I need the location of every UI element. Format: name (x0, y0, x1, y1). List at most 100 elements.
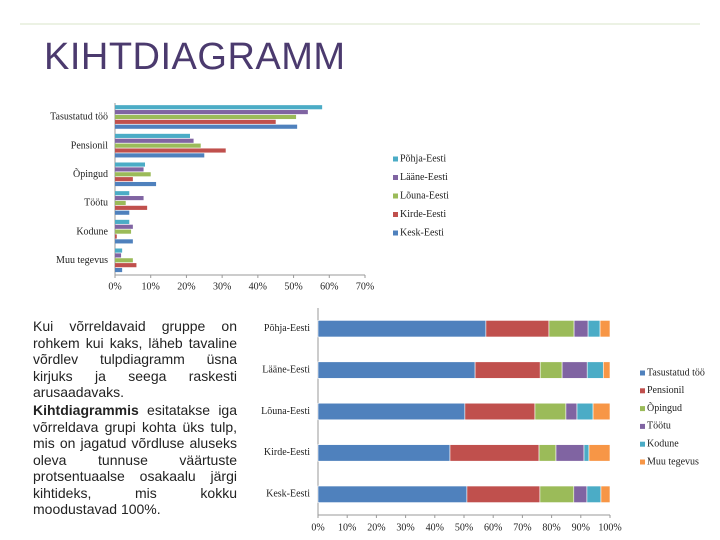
paragraph-bold: Kihtdiagrammis (33, 402, 139, 418)
y-tick-label: Lõuna-Eesti (261, 406, 310, 417)
bar (115, 110, 308, 115)
bar-segment (317, 361, 476, 379)
bar (115, 133, 190, 138)
x-tick-label: 60% (320, 281, 338, 292)
legend-swatch (393, 193, 398, 199)
bar-segment (474, 361, 541, 379)
legend-swatch (640, 370, 645, 376)
x-tick-label: 20% (177, 281, 195, 292)
legend-swatch (393, 212, 398, 217)
bar (115, 239, 133, 244)
x-tick-label: 50% (284, 281, 302, 292)
bar-segment (317, 444, 451, 462)
x-tick-label: 40% (249, 281, 267, 292)
paragraph: Kihtdiagrammis esitatakse iga võrreldava… (33, 402, 237, 518)
y-tick-label: Tasustatud töö (50, 112, 108, 123)
x-tick-label: 10% (142, 281, 160, 292)
bar-segment (561, 361, 588, 379)
y-tick-label: Õpingud (73, 168, 108, 180)
bar-segment (449, 444, 540, 462)
legend-label: Kesk-Eesti (400, 227, 444, 238)
y-tick-label: Kirde-Eesti (264, 447, 310, 458)
x-tick-label: 10% (338, 522, 356, 533)
bar (115, 153, 205, 158)
bar (115, 143, 201, 148)
bar (115, 124, 298, 129)
legend-label: Põhja-Eesti (400, 153, 446, 164)
bar (115, 177, 133, 182)
legend-label: Pensionil (647, 385, 684, 396)
x-tick-label: 30% (396, 522, 414, 533)
bar-segment (586, 361, 604, 379)
y-tick-label: Muu tegevus (56, 255, 108, 266)
paragraph-text: Kui võrreldavaid gruppe on rohkem kui ka… (33, 318, 237, 400)
bar (115, 263, 137, 268)
bar (115, 114, 297, 120)
bar-segment (317, 402, 466, 421)
bar-segment (573, 320, 589, 338)
legend-label: Kodune (647, 438, 679, 449)
bar-segment (548, 320, 575, 338)
bar-segment (573, 485, 588, 503)
bar-segment (555, 444, 585, 462)
legend-swatch (640, 388, 645, 394)
x-tick-label: 90% (572, 522, 590, 533)
bar (115, 258, 133, 263)
bar (115, 138, 194, 143)
bar (115, 196, 144, 201)
x-tick-label: 30% (213, 281, 231, 292)
bar (115, 181, 157, 187)
bar-segment (539, 361, 563, 379)
bar (115, 267, 123, 273)
legend-label: Töötu (647, 421, 671, 432)
bar-segment (588, 444, 611, 462)
bar-segment (583, 444, 590, 462)
legend-swatch (640, 459, 645, 465)
bar-segment (599, 320, 611, 338)
x-tick-label: 60% (484, 522, 502, 533)
bar-segment (317, 320, 487, 338)
x-tick-label: 0% (311, 522, 324, 533)
legend-swatch (640, 423, 645, 429)
bar-segment (602, 361, 611, 379)
x-tick-label: 40% (426, 522, 444, 533)
legend-label: Lõuna-Eesti (400, 190, 449, 201)
bar-segment (565, 402, 578, 421)
bar-segment (600, 485, 611, 503)
bar (115, 219, 130, 224)
legend-swatch (393, 230, 398, 236)
x-tick-label: 70% (356, 281, 374, 292)
y-tick-label: Töötu (84, 198, 108, 209)
y-tick-label: Lääne-Eesti (262, 364, 310, 375)
x-tick-label: 100% (598, 522, 621, 533)
slide-title: KIHTDIAGRAMM (44, 36, 346, 78)
bar-segment (592, 402, 611, 421)
x-tick-label: 0% (108, 281, 121, 292)
bar (115, 191, 130, 196)
bar (115, 167, 144, 172)
y-tick-label: Kesk-Eesti (266, 489, 310, 500)
bar (115, 205, 148, 210)
bar (115, 172, 151, 177)
legend-label: Õpingud (647, 402, 682, 414)
y-tick-label: Kodune (76, 226, 108, 237)
paragraph: Kui võrreldavaid gruppe on rohkem kui ka… (33, 318, 237, 401)
legend-label: Kirde-Eesti (400, 209, 446, 220)
bar (115, 105, 323, 110)
y-tick-label: Põhja-Eesti (264, 323, 310, 334)
bar-segment (539, 485, 575, 503)
bar-segment (485, 320, 550, 338)
legend-swatch (640, 441, 645, 447)
bar-segment (466, 485, 541, 503)
x-tick-label: 50% (455, 522, 473, 533)
x-tick-label: 80% (542, 522, 560, 533)
bar-segment (586, 485, 602, 503)
bar (115, 234, 117, 239)
bar-segment (534, 402, 567, 421)
bar (115, 253, 122, 258)
legend-label: Muu tegevus (647, 456, 699, 467)
bar (115, 229, 132, 234)
y-tick-label: Pensionil (71, 140, 108, 151)
